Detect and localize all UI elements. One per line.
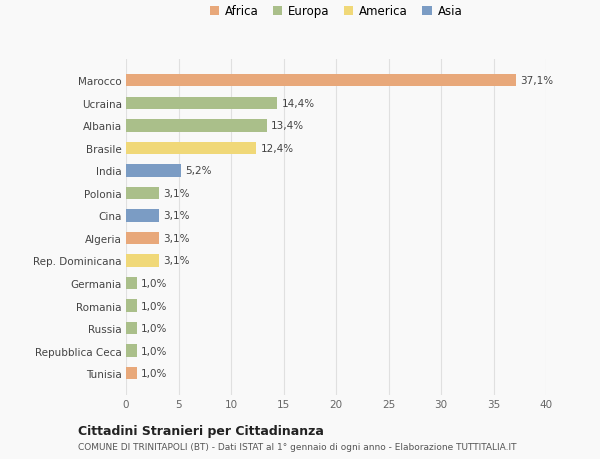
Bar	[126, 75, 515, 87]
Text: 37,1%: 37,1%	[520, 76, 553, 86]
Text: COMUNE DI TRINITAPOLI (BT) - Dati ISTAT al 1° gennaio di ogni anno - Elaborazion: COMUNE DI TRINITAPOLI (BT) - Dati ISTAT …	[78, 442, 517, 451]
Text: 1,0%: 1,0%	[140, 324, 167, 333]
Text: 3,1%: 3,1%	[163, 234, 189, 243]
Bar	[126, 367, 137, 380]
Bar	[126, 97, 277, 110]
Bar	[126, 120, 267, 132]
Bar	[126, 142, 256, 155]
Text: 13,4%: 13,4%	[271, 121, 304, 131]
Bar	[126, 345, 137, 357]
Text: 1,0%: 1,0%	[140, 368, 167, 378]
Bar	[126, 187, 158, 200]
Bar	[126, 232, 158, 245]
Bar	[126, 165, 181, 177]
Text: 1,0%: 1,0%	[140, 301, 167, 311]
Text: 3,1%: 3,1%	[163, 189, 189, 198]
Text: Cittadini Stranieri per Cittadinanza: Cittadini Stranieri per Cittadinanza	[78, 424, 324, 437]
Text: 3,1%: 3,1%	[163, 211, 189, 221]
Text: 12,4%: 12,4%	[260, 144, 293, 153]
Text: 1,0%: 1,0%	[140, 279, 167, 288]
Bar	[126, 277, 137, 290]
Text: 5,2%: 5,2%	[185, 166, 211, 176]
Text: 1,0%: 1,0%	[140, 346, 167, 356]
Text: 14,4%: 14,4%	[281, 99, 314, 108]
Legend: Africa, Europa, America, Asia: Africa, Europa, America, Asia	[209, 5, 463, 18]
Text: 3,1%: 3,1%	[163, 256, 189, 266]
Bar	[126, 322, 137, 335]
Bar	[126, 210, 158, 222]
Bar	[126, 300, 137, 312]
Bar	[126, 255, 158, 267]
